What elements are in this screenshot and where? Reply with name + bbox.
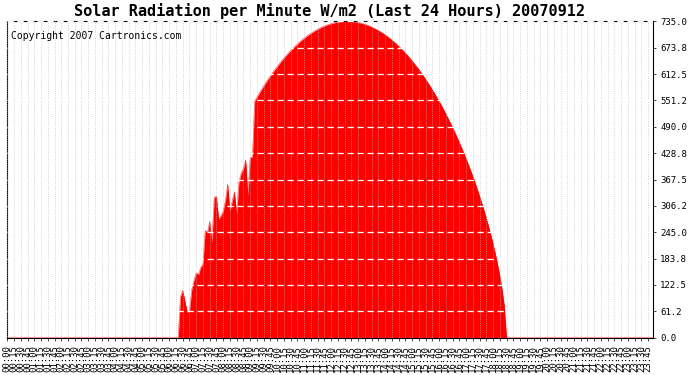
Title: Solar Radiation per Minute W/m2 (Last 24 Hours) 20070912: Solar Radiation per Minute W/m2 (Last 24… xyxy=(75,3,586,19)
Text: Copyright 2007 Cartronics.com: Copyright 2007 Cartronics.com xyxy=(10,31,181,41)
